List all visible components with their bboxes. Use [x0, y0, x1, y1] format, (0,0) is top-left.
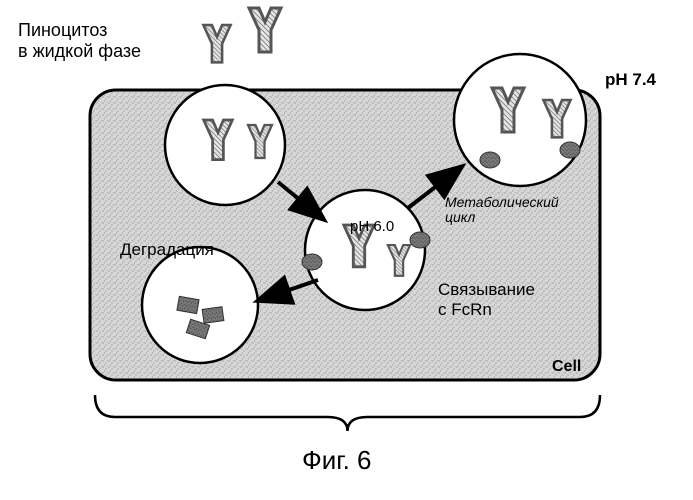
fcrn-dot-2	[480, 152, 500, 168]
antibody-0	[203, 25, 230, 62]
vesicle-top_left	[165, 85, 285, 205]
antibody-1	[249, 8, 281, 52]
label-cell: Cell	[552, 358, 581, 376]
diagram-canvas	[0, 0, 693, 500]
label-fcrn: Связывание с FcRn	[438, 280, 535, 319]
brace	[95, 395, 600, 431]
label-ph74: pH 7.4	[605, 70, 656, 90]
fragment-1	[202, 307, 224, 324]
label-metabolic: Метаболический цикл	[445, 195, 559, 226]
label-pinocytosis: Пиноцитоз в жидкой фазе	[18, 20, 141, 61]
label-figure: Фиг. 6	[302, 445, 372, 476]
fcrn-dot-1	[410, 232, 430, 248]
fcrn-dot-0	[302, 254, 322, 270]
fcrn-dot-3	[560, 142, 580, 158]
label-ph60: pH 6.0	[350, 218, 394, 235]
label-degradation: Деградация	[120, 240, 214, 260]
vesicle-top_right	[454, 54, 586, 186]
vesicle-bottom_left	[142, 247, 258, 363]
fragment-0	[177, 296, 199, 313]
